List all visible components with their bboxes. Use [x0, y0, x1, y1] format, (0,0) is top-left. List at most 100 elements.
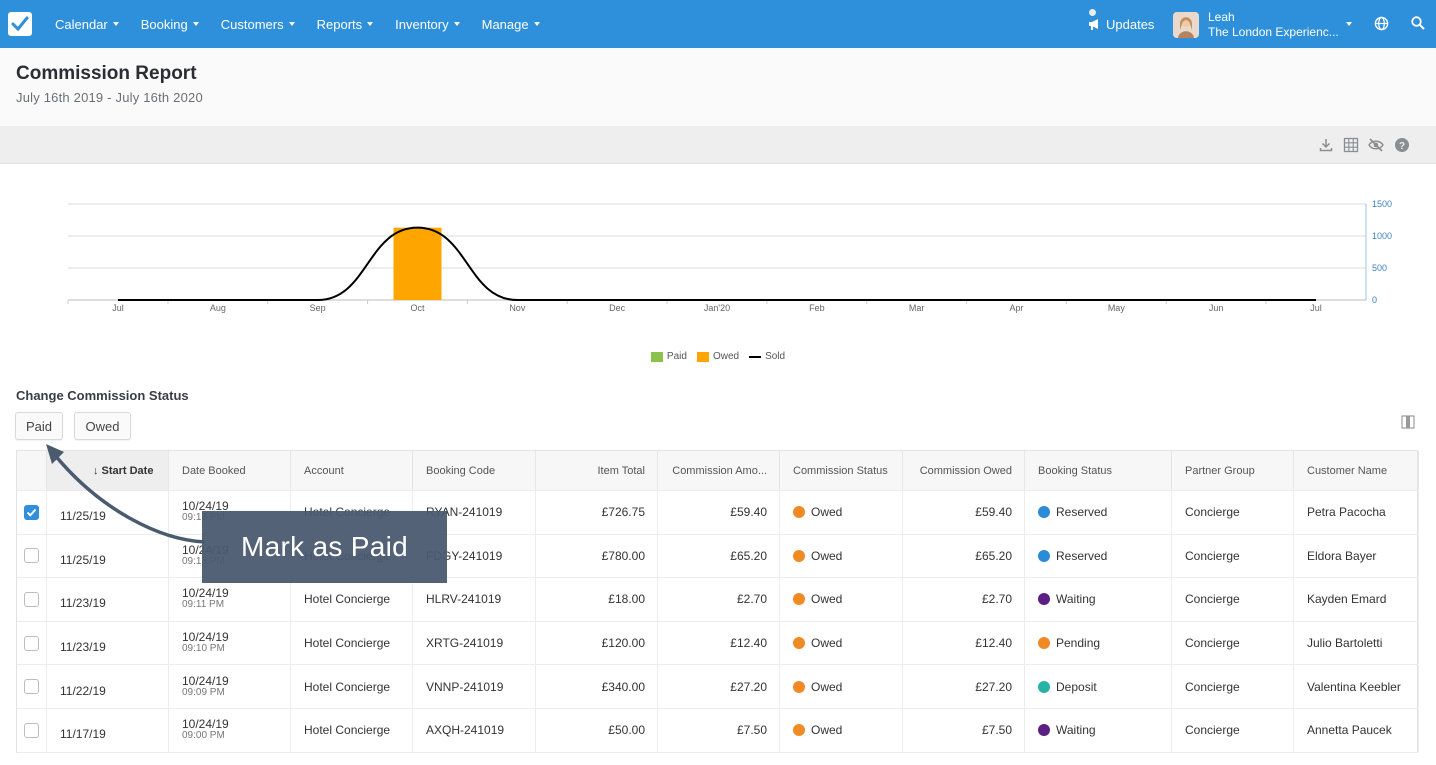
column-header[interactable]: Commission Amo...	[658, 451, 780, 490]
commission-status-label: Owed	[811, 679, 843, 694]
cell-value: 11/23/19	[60, 596, 106, 611]
table-cell-comm_owed: £2.70	[903, 578, 1025, 621]
row-checkbox[interactable]	[24, 635, 39, 651]
chevron-down-icon	[192, 22, 199, 26]
legend-label: Owed	[712, 351, 740, 362]
column-header-label: Booking Code	[426, 464, 496, 477]
date-booked-time: 09:00 PM	[182, 730, 225, 742]
column-header[interactable]: Commission Status	[780, 451, 903, 490]
status-dot	[793, 637, 805, 650]
commission-chart: 0 500 1000 1500 Jul Aug Sep Oct Nov Dec Jan'20 Feb M…	[67, 199, 1392, 313]
table-cell-comm_amount: £12.40	[658, 621, 780, 665]
column-header[interactable]: Account	[291, 451, 413, 490]
report-date-range: July 16th 2019 - July 16th 2020	[16, 90, 203, 105]
column-header[interactable]: Partner Group	[1172, 451, 1294, 490]
cell-value: £7.50	[981, 723, 1012, 738]
download-icon[interactable]	[1318, 137, 1334, 153]
table-row[interactable]: 11/23/19 10/24/19 09:11 PM Hotel Concierge H…	[17, 578, 1419, 622]
row-checkbox[interactable]	[24, 722, 39, 738]
nav-inventory-menu[interactable]: Inventory	[384, 17, 470, 32]
user-menu[interactable]: Leah The London Experienc...	[1173, 10, 1353, 40]
table-cell-comm_amount: £2.70	[658, 578, 780, 621]
user-name: Leah	[1208, 10, 1235, 24]
column-header[interactable]: Commission Owed	[903, 451, 1025, 490]
help-icon[interactable]: ?	[1394, 137, 1410, 153]
nav-label: Inventory	[395, 16, 449, 32]
legend-item-owed[interactable]: Owed	[696, 351, 740, 362]
app-logo-checkmark-icon[interactable]	[8, 12, 32, 36]
x-tick-label: Dec	[609, 303, 626, 313]
table-cell-booking_status: Reserved	[1025, 491, 1172, 534]
row-select-cell[interactable]	[17, 621, 47, 665]
table-cell-comm_owed: £7.50	[903, 708, 1025, 752]
table-cell-customer: Kayden Emard	[1294, 578, 1419, 621]
table-cell-partner: Concierge	[1172, 665, 1294, 708]
column-header-label: Item Total	[597, 464, 646, 477]
commission-table: ↓ Start Date Date Booked Account Booking Cod…	[16, 450, 1419, 753]
cell-value: £780.00	[601, 548, 645, 563]
column-header[interactable]: Booking Status	[1025, 451, 1172, 490]
change-status-label: Change Commission Status	[16, 388, 189, 403]
table-cell-booked: 10/24/19 09:10 PM	[169, 621, 291, 665]
row-checkbox[interactable]	[24, 548, 39, 564]
mark-owed-button[interactable]: Owed	[74, 412, 131, 440]
row-select-cell[interactable]	[17, 534, 47, 578]
table-cell-item_total: £340.00	[536, 665, 658, 708]
legend-item-paid[interactable]: Paid	[650, 351, 687, 362]
date-booked-time: 09:09 PM	[182, 686, 225, 698]
column-header[interactable]: Booking Code	[413, 451, 536, 490]
chevron-down-icon	[533, 22, 540, 26]
cell-value: £27.20	[975, 679, 1012, 694]
table-cell-account: Hotel Concierge	[291, 665, 413, 708]
status-dot	[1038, 724, 1050, 737]
cell-value: £2.70	[981, 592, 1012, 607]
updates-button[interactable]: Updates	[1088, 0, 1154, 48]
search-icon[interactable]	[1411, 16, 1425, 30]
nav-booking-menu[interactable]: Booking	[130, 17, 210, 32]
mark-paid-button[interactable]: Paid	[15, 412, 63, 440]
row-checkbox[interactable]	[24, 504, 39, 520]
table-row[interactable]: 11/22/19 10/24/19 09:09 PM Hotel Concierge V…	[17, 665, 1419, 709]
table-icon[interactable]	[1343, 137, 1359, 153]
table-cell-comm_status: Owed	[780, 534, 903, 578]
table-cell-partner: Concierge	[1172, 491, 1294, 534]
columns-icon[interactable]	[1401, 415, 1415, 429]
nav-customers-menu[interactable]: Customers	[210, 17, 306, 32]
row-checkbox[interactable]	[24, 679, 39, 695]
cell-value: £7.50	[736, 723, 767, 738]
svg-text:?: ?	[1399, 141, 1405, 152]
cell-value: £340.00	[601, 679, 645, 694]
column-header[interactable]: Date Booked	[169, 451, 291, 490]
column-header[interactable]: Item Total	[536, 451, 658, 490]
table-cell-start: 11/22/19	[47, 665, 169, 708]
legend-item-sold[interactable]: Sold	[749, 351, 785, 362]
x-tick-label: Oct	[410, 303, 425, 313]
row-select-cell[interactable]	[17, 708, 47, 752]
cell-value: £726.75	[601, 505, 645, 520]
table-cell-comm_status: Owed	[780, 491, 903, 534]
table-cell-booked: 10/24/19 09:09 PM	[169, 665, 291, 708]
nav-label: Customers	[220, 16, 284, 32]
table-cell-code: XRTG-241019	[413, 621, 536, 665]
table-row[interactable]: 11/23/19 10/24/19 09:10 PM Hotel Concierge X…	[17, 621, 1419, 666]
column-header[interactable]: Customer Name	[1294, 451, 1419, 490]
row-checkbox[interactable]	[24, 591, 39, 607]
cell-value: £59.40	[730, 505, 767, 520]
table-cell-item_total: £726.75	[536, 491, 658, 534]
row-select-cell[interactable]	[17, 578, 47, 621]
nav-reports-menu[interactable]: Reports	[306, 17, 385, 32]
table-cell-item_total: £18.00	[536, 578, 658, 621]
table-row[interactable]: 11/17/19 10/24/19 09:00 PM Hotel Concierge A…	[17, 708, 1419, 753]
row-select-cell[interactable]	[17, 665, 47, 708]
booking-status-label: Waiting	[1056, 723, 1096, 738]
globe-icon[interactable]	[1374, 16, 1389, 31]
table-cell-partner: Concierge	[1172, 621, 1294, 665]
table-cell-customer: Annetta Paucek	[1294, 708, 1419, 752]
row-select-cell[interactable]	[17, 491, 47, 534]
nav-calendar-menu[interactable]: Calendar	[44, 17, 130, 32]
notification-dot	[1089, 9, 1096, 16]
hide-icon[interactable]	[1368, 137, 1384, 153]
table-cell-customer: Petra Pacocha	[1294, 491, 1419, 534]
nav-manage-menu[interactable]: Manage	[471, 17, 551, 32]
x-tick-label: Apr	[1009, 303, 1023, 313]
